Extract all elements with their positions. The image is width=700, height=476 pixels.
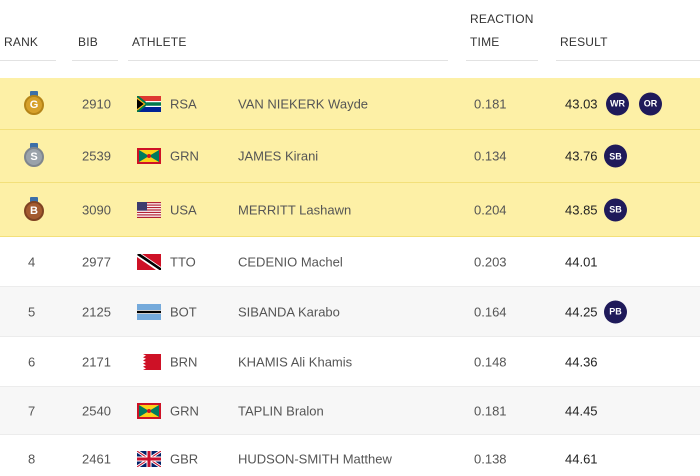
- table-row[interactable]: 6 2171 BRN KHAMIS Ali Khamis 0.148 44.36: [0, 337, 700, 387]
- silver-medal-icon: S: [24, 143, 44, 167]
- athlete-name[interactable]: CEDENIO Machel: [238, 254, 343, 269]
- athlete-name[interactable]: VAN NIEKERK Wayde: [238, 96, 369, 111]
- reaction-time: 0.204: [474, 202, 507, 217]
- header-divider: [128, 60, 448, 61]
- rsa-flag-icon: [137, 95, 161, 112]
- grn-flag-icon: [137, 402, 161, 419]
- table-row[interactable]: 4 2977 TTO CEDENIO Machel 0.203 44.01: [0, 237, 700, 287]
- table-row[interactable]: B 3090 USA MERRITT Lashawn 0.204 43.85 S…: [0, 183, 700, 237]
- reaction-column-header-line1[interactable]: REACTION: [470, 12, 534, 26]
- table-row[interactable]: G 2910 RSA VAN NIEKERK Wayde 0.181 43.03…: [0, 78, 700, 130]
- athlete-column-header[interactable]: ATHLETE: [132, 35, 187, 49]
- table-row[interactable]: S 2539 GRN JAMES Kirani 0.134 43.76 SB: [0, 130, 700, 183]
- bib-number: 2540: [82, 403, 111, 418]
- result-time: 43.85: [565, 202, 598, 217]
- gbr-flag-icon: [137, 450, 161, 467]
- rank-number: 8: [28, 451, 36, 466]
- rank-number: 4: [28, 254, 36, 269]
- reaction-column-header-line2[interactable]: TIME: [470, 35, 500, 49]
- table-row[interactable]: 8 2461 GBR HUDSON-SMITH Matthew 0.138 44…: [0, 435, 700, 476]
- reaction-time: 0.203: [474, 254, 507, 269]
- country-code: BRN: [170, 354, 198, 369]
- rank-number: 5: [28, 304, 36, 319]
- result-time: 44.45: [565, 403, 598, 418]
- reaction-time: 0.181: [474, 403, 507, 418]
- bib-number: 2977: [82, 254, 111, 269]
- country-code: TTO: [170, 254, 196, 269]
- athlete-name[interactable]: JAMES Kirani: [238, 148, 319, 164]
- rank-column-header[interactable]: RANK: [4, 35, 39, 49]
- record-badge: SB: [604, 198, 627, 221]
- bib-number: 2539: [82, 148, 111, 164]
- bib-number: 2125: [82, 304, 111, 319]
- brn-flag-icon: [137, 353, 161, 370]
- header-divider: [466, 60, 538, 61]
- results-table-header: RANK BIB ATHLETE REACTION TIME RESULT: [0, 0, 700, 78]
- header-divider: [0, 60, 56, 61]
- reaction-time: 0.134: [474, 148, 507, 164]
- bot-flag-icon: [137, 303, 161, 320]
- result-time: 43.03: [565, 96, 598, 111]
- result-time: 44.36: [565, 354, 598, 369]
- grn-flag-icon: [137, 148, 161, 164]
- record-badge: OR: [639, 92, 662, 115]
- athlete-name[interactable]: TAPLIN Bralon: [238, 403, 324, 418]
- reaction-time: 0.148: [474, 354, 507, 369]
- athlete-name[interactable]: HUDSON-SMITH Matthew: [238, 451, 392, 466]
- country-code: RSA: [170, 96, 197, 111]
- bib-number: 2171: [82, 354, 111, 369]
- table-row[interactable]: 5 2125 BOT SIBANDA Karabo 0.164 44.25 PB: [0, 287, 700, 337]
- athlete-name[interactable]: MERRITT Lashawn: [238, 202, 352, 217]
- country-code: GBR: [170, 451, 199, 466]
- country-code: GRN: [170, 403, 199, 418]
- tto-flag-icon: [137, 253, 161, 270]
- country-code: GRN: [170, 148, 199, 164]
- result-time: 44.01: [565, 254, 598, 269]
- reaction-time: 0.181: [474, 96, 507, 111]
- rank-number: 7: [28, 403, 36, 418]
- result-time: 44.61: [565, 451, 598, 466]
- result-time: 43.76: [565, 148, 598, 164]
- record-badge: PB: [604, 300, 627, 323]
- bronze-medal-icon: B: [24, 196, 44, 221]
- record-badge: SB: [604, 144, 627, 168]
- bib-number: 2910: [82, 96, 111, 111]
- athlete-name[interactable]: KHAMIS Ali Khamis: [238, 354, 353, 369]
- bib-column-header[interactable]: BIB: [78, 35, 98, 49]
- header-divider: [556, 60, 700, 61]
- country-code: USA: [170, 202, 197, 217]
- result-time: 44.25: [565, 304, 598, 319]
- rank-number: 6: [28, 354, 36, 369]
- bib-number: 2461: [82, 451, 111, 466]
- country-code: BOT: [170, 304, 197, 319]
- record-badge: WR: [606, 92, 629, 115]
- athlete-name[interactable]: SIBANDA Karabo: [238, 304, 340, 319]
- table-row[interactable]: 7 2540 GRN TAPLIN Bralon 0.181 44.45: [0, 387, 700, 435]
- result-column-header[interactable]: RESULT: [560, 35, 608, 49]
- bib-number: 3090: [82, 202, 111, 217]
- reaction-time: 0.164: [474, 304, 507, 319]
- header-divider: [72, 60, 118, 61]
- reaction-time: 0.138: [474, 451, 507, 466]
- usa-flag-icon: [137, 201, 161, 218]
- gold-medal-icon: G: [24, 90, 44, 115]
